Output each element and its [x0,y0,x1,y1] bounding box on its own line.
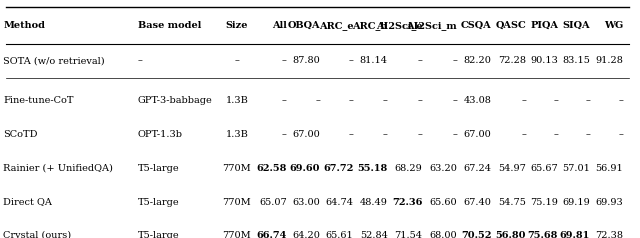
Text: ARC_h: ARC_h [353,21,388,30]
Text: T5-large: T5-large [138,198,179,207]
Text: 52.84: 52.84 [360,231,388,238]
Text: 72.36: 72.36 [392,198,422,207]
Text: 65.61: 65.61 [326,231,353,238]
Text: 55.18: 55.18 [358,164,388,173]
Text: PIQA: PIQA [530,21,558,30]
Text: Crystal (ours): Crystal (ours) [3,231,71,238]
Text: –: – [585,96,590,105]
Text: –: – [452,130,457,139]
Text: 82.20: 82.20 [463,56,492,65]
Text: –: – [234,56,239,65]
Text: SIQA: SIQA [563,21,590,30]
Text: 83.15: 83.15 [562,56,590,65]
Text: T5-large: T5-large [138,231,179,238]
Text: 54.75: 54.75 [498,198,526,207]
Text: 91.28: 91.28 [595,56,623,65]
Text: –: – [585,130,590,139]
Text: 81.14: 81.14 [360,56,388,65]
Text: –: – [417,96,422,105]
Text: T5-large: T5-large [138,164,179,173]
Text: OBQA: OBQA [287,21,320,30]
Text: OPT-1.3b: OPT-1.3b [138,130,182,139]
Text: –: – [282,130,287,139]
Text: QASC: QASC [495,21,526,30]
Text: ARC_e: ARC_e [319,21,353,30]
Text: –: – [282,96,287,105]
Text: AI2Sci_e: AI2Sci_e [376,21,422,30]
Text: 75.19: 75.19 [530,198,558,207]
Text: Direct QA: Direct QA [3,198,52,207]
Text: –: – [553,130,558,139]
Text: –: – [618,130,623,139]
Text: –: – [521,130,526,139]
Text: 64.74: 64.74 [325,198,353,207]
Text: 87.80: 87.80 [292,56,320,65]
Text: WG: WG [604,21,623,30]
Text: 770M: 770M [223,198,251,207]
Text: 70.52: 70.52 [461,231,492,238]
Text: 69.19: 69.19 [563,198,590,207]
Text: 67.40: 67.40 [463,198,492,207]
Text: Size: Size [225,21,248,30]
Text: 90.13: 90.13 [530,56,558,65]
Text: 65.07: 65.07 [259,198,287,207]
Text: 57.01: 57.01 [562,164,590,173]
Text: –: – [315,96,320,105]
Text: –: – [348,56,353,65]
Text: 67.00: 67.00 [464,130,492,139]
Text: –: – [383,96,388,105]
Text: –: – [553,96,558,105]
Text: 63.20: 63.20 [429,164,457,173]
Text: –: – [452,56,457,65]
Text: 770M: 770M [223,164,251,173]
Text: 69.93: 69.93 [596,198,623,207]
Text: Rainier (+ UnifiedQA): Rainier (+ UnifiedQA) [3,164,113,173]
Text: 64.20: 64.20 [292,231,320,238]
Text: –: – [521,96,526,105]
Text: 65.60: 65.60 [429,198,457,207]
Text: 1.3B: 1.3B [225,96,248,105]
Text: 75.68: 75.68 [528,231,558,238]
Text: –: – [417,130,422,139]
Text: 67.24: 67.24 [463,164,492,173]
Text: 56.80: 56.80 [495,231,526,238]
Text: –: – [138,56,143,65]
Text: 67.00: 67.00 [292,130,320,139]
Text: 71.54: 71.54 [394,231,422,238]
Text: AI2Sci_m: AI2Sci_m [406,21,457,30]
Text: 62.58: 62.58 [257,164,287,173]
Text: Base model: Base model [138,21,201,30]
Text: GPT-3-babbage: GPT-3-babbage [138,96,212,105]
Text: Method: Method [3,21,45,30]
Text: –: – [282,56,287,65]
Text: 770M: 770M [223,231,251,238]
Text: 68.00: 68.00 [429,231,457,238]
Text: 48.49: 48.49 [360,198,388,207]
Text: 65.67: 65.67 [531,164,558,173]
Text: 69.60: 69.60 [289,164,320,173]
Text: –: – [348,130,353,139]
Text: –: – [417,56,422,65]
Text: SCoTD: SCoTD [3,130,38,139]
Text: 1.3B: 1.3B [225,130,248,139]
Text: –: – [452,96,457,105]
Text: 54.97: 54.97 [498,164,526,173]
Text: –: – [348,96,353,105]
Text: 56.91: 56.91 [596,164,623,173]
Text: All: All [272,21,287,30]
Text: –: – [618,96,623,105]
Text: 63.00: 63.00 [292,198,320,207]
Text: 66.74: 66.74 [257,231,287,238]
Text: 69.81: 69.81 [560,231,590,238]
Text: –: – [383,130,388,139]
Text: CSQA: CSQA [461,21,492,30]
Text: 68.29: 68.29 [395,164,422,173]
Text: 72.38: 72.38 [595,231,623,238]
Text: SOTA (w/o retrieval): SOTA (w/o retrieval) [3,56,105,65]
Text: 67.72: 67.72 [323,164,353,173]
Text: 43.08: 43.08 [463,96,492,105]
Text: 72.28: 72.28 [498,56,526,65]
Text: Fine-tune-CoT: Fine-tune-CoT [3,96,74,105]
